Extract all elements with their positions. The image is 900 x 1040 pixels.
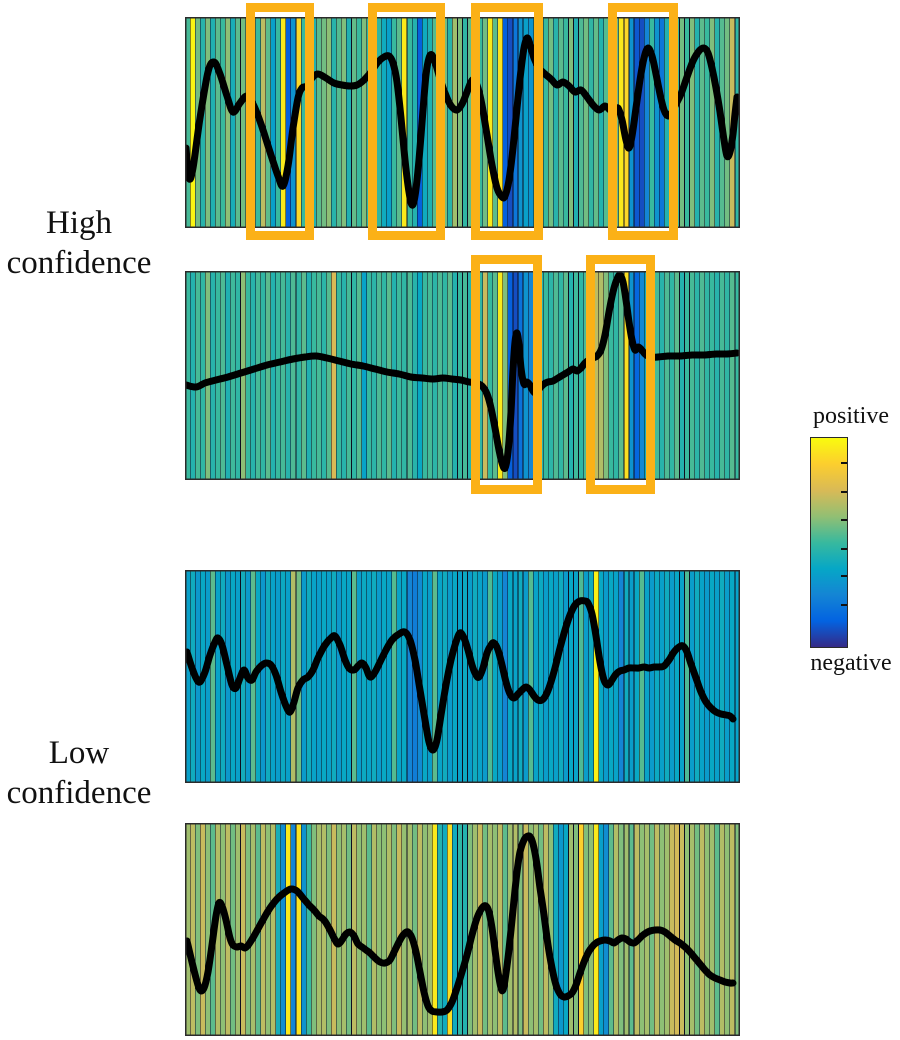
highlight-box xyxy=(586,255,655,494)
panel-low-2 xyxy=(185,823,740,1036)
colorbar-gradient xyxy=(810,437,848,648)
highlight-box xyxy=(608,3,678,240)
panel-border xyxy=(185,17,740,228)
row-label-low-confidence: Low confidence xyxy=(0,733,158,813)
colorbar-tick xyxy=(841,574,847,577)
waveform-line xyxy=(185,34,740,209)
colorbar-tick xyxy=(841,547,847,550)
colorbar-tick xyxy=(841,462,847,465)
row-label-line: confidence xyxy=(6,775,152,811)
row-label-high-confidence: High confidence xyxy=(0,203,158,283)
waveform-line xyxy=(185,597,737,754)
panel-low-1 xyxy=(185,570,740,783)
stripe-heatmap xyxy=(185,570,740,783)
row-label-line: High xyxy=(46,205,112,241)
panel-high-1 xyxy=(185,17,740,228)
panel-border xyxy=(185,271,740,480)
colorbar-negative-label: negative xyxy=(810,650,892,676)
waveform-line xyxy=(185,271,740,472)
row-label-line: confidence xyxy=(6,245,152,281)
panel-border xyxy=(185,823,740,1036)
highlight-box xyxy=(471,3,543,240)
highlight-box xyxy=(246,3,314,240)
highlight-box xyxy=(368,3,445,240)
panel-border xyxy=(185,570,740,783)
colorbar-tick xyxy=(841,518,847,521)
panel-high-2 xyxy=(185,271,740,480)
stripe-heatmap xyxy=(185,271,740,480)
highlight-box xyxy=(471,255,542,494)
colorbar-tick xyxy=(841,604,847,607)
colorbar-positive-label: positive xyxy=(813,403,889,429)
waveform-line xyxy=(185,832,737,1016)
colorbar-tick xyxy=(841,491,847,494)
row-label-line: Low xyxy=(48,735,110,771)
